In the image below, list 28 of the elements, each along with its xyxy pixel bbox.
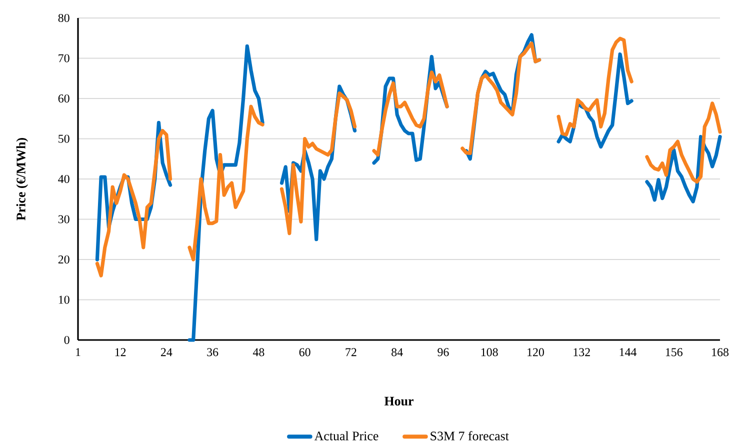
y-tick-label: 60 [58, 94, 70, 103]
x-tick-label: 144 [620, 348, 637, 356]
x-tick-label: 108 [481, 348, 498, 356]
x-tick-label: 132 [574, 348, 590, 356]
x-tick-label: 1 [76, 348, 80, 356]
x-tick-label: 84 [392, 348, 403, 356]
x-tick-label: 168 [712, 348, 729, 356]
y-tick-label: 20 [58, 255, 70, 264]
x-tick-label: 24 [160, 348, 172, 356]
y-tick-label: 40 [58, 174, 70, 184]
y-tick-label: 80 [58, 14, 70, 22]
x-tick-label: 72 [346, 348, 356, 356]
x-tick-label: 12 [115, 348, 126, 356]
x-tick-label: 120 [528, 348, 544, 356]
y-axis-title: Price (€/MWh) [16, 138, 28, 220]
y-tick-label: 10 [58, 296, 70, 304]
x-tick-label: 156 [666, 348, 682, 356]
legend-label: Actual Price [314, 431, 378, 440]
y-tick-label: 30 [58, 215, 70, 224]
x-axis-title: Hour [384, 396, 414, 406]
x-tick-label: 96 [438, 348, 449, 356]
y-tick-label: 70 [58, 54, 70, 62]
x-tick-label: 36 [207, 348, 218, 356]
x-tick-label: 60 [299, 348, 310, 356]
y-tick-label: 50 [58, 134, 70, 143]
x-tick-label: 48 [252, 348, 264, 356]
y-tick-label: 0 [64, 336, 70, 344]
legend-label: S3M 7 forecast [430, 431, 509, 440]
